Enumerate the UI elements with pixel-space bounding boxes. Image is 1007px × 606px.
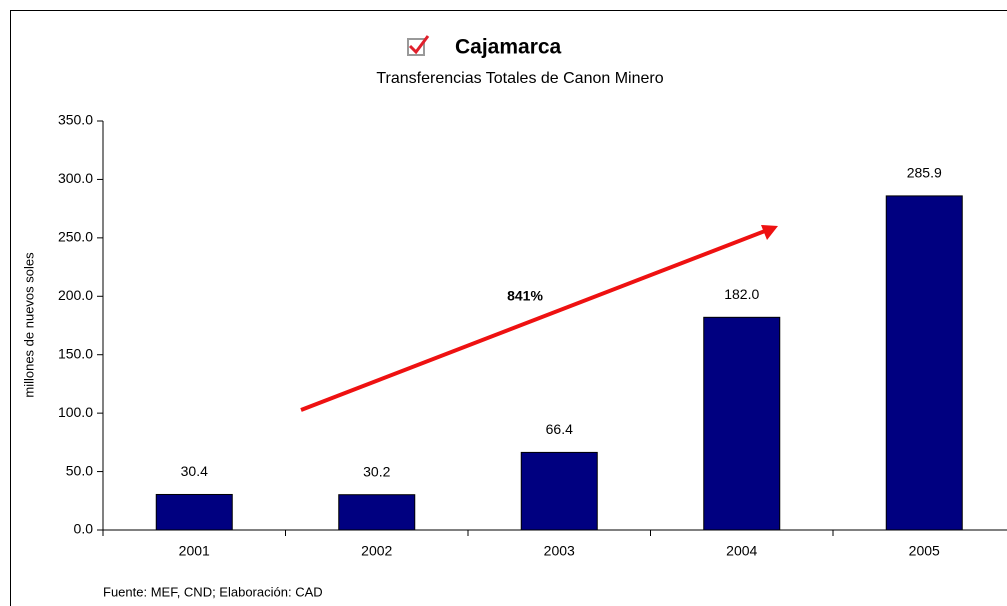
annotation: 841% (507, 288, 543, 304)
value-label: 285.9 (907, 165, 942, 181)
y-tick-label: 350.0 (58, 112, 93, 128)
value-label: 66.4 (546, 421, 573, 437)
bar (885, 195, 963, 531)
bar (520, 451, 598, 531)
chart-title: Cajamarca (455, 36, 562, 59)
x-tick-label: 2002 (361, 543, 392, 559)
bar (703, 316, 781, 531)
y-tick-label: 50.0 (66, 462, 93, 478)
value-label: 30.2 (363, 463, 390, 479)
bar (155, 493, 233, 531)
value-label: 182.0 (724, 286, 759, 302)
x-tick-label: 2001 (179, 543, 210, 559)
x-tick-label: 2003 (544, 543, 575, 559)
value-label: 30.4 (181, 463, 208, 479)
y-tick-label: 250.0 (58, 229, 93, 245)
checkbox-icon (407, 35, 430, 56)
y-axis-label: millones de nuevos soles (21, 252, 36, 398)
y-tick-label: 100.0 (58, 404, 93, 420)
y-tick-label: 150.0 (58, 345, 93, 361)
y-tick-label: 200.0 (58, 287, 93, 303)
x-tick-label: 2004 (726, 543, 757, 559)
chart-subtitle: Transferencias Totales de Canon Minero (376, 70, 663, 87)
trend-arrow-head (761, 225, 778, 240)
trend-arrow (300, 229, 766, 412)
bar (338, 494, 416, 531)
y-tick-label: 0.0 (74, 521, 94, 537)
y-tick-label: 300.0 (58, 170, 93, 186)
source-note: Fuente: MEF, CND; Elaboración: CAD (103, 584, 323, 599)
x-tick-label: 2005 (909, 543, 940, 559)
